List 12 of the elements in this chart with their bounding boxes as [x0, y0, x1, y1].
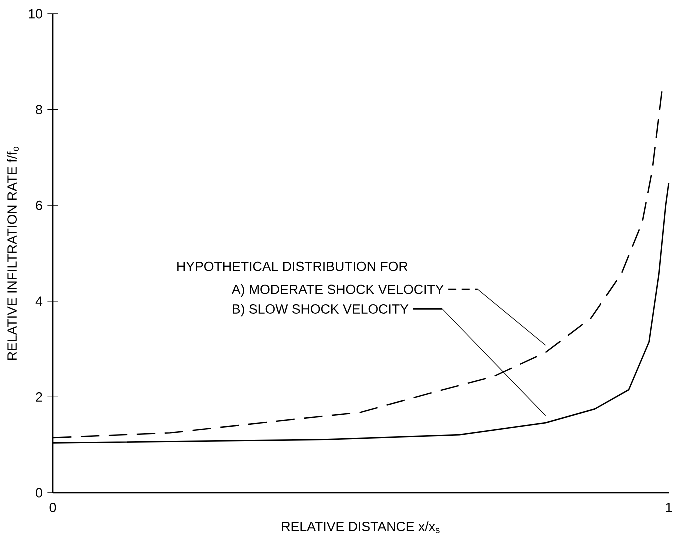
y-axis-title: RELATIVE INFILTRATION RATE f/f$_{o}$: [7, 146, 19, 360]
legend-label: B) SLOW SHOCK VELOCITY: [233, 304, 409, 317]
y-tick-label: 6: [36, 200, 42, 210]
legend-label: A) MODERATE SHOCK VELOCITY: [232, 284, 444, 297]
y-tick-label: 0: [36, 488, 42, 498]
x-tick-label: 1: [666, 503, 672, 512]
x-axis-title: RELATIVE DISTANCE x/x$_{s}$: [282, 522, 440, 534]
y-tick-label: 10: [29, 9, 42, 19]
y-tick-label: 2: [36, 392, 42, 402]
annotation: HYPOTHETICAL DISTRIBUTION FOR: [178, 262, 408, 272]
y-tick-label: 8: [36, 105, 42, 115]
y-tick-label: 4: [36, 296, 43, 306]
